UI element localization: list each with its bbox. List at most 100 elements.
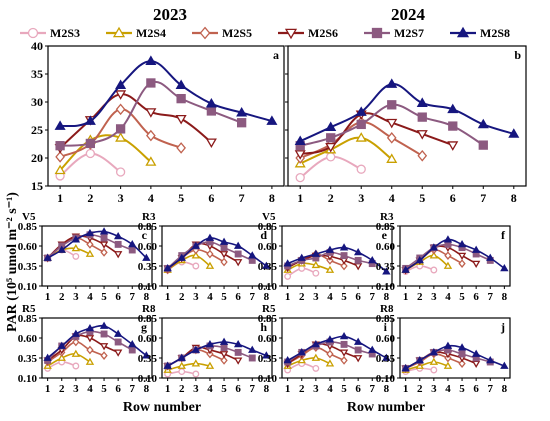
x-tick-label: 1: [403, 291, 409, 303]
data-point: [340, 356, 348, 365]
data-point: [128, 240, 137, 248]
y-tick-label: 40: [31, 39, 43, 53]
data-point: [339, 332, 349, 340]
data-point: [206, 249, 214, 259]
data-point: [354, 346, 362, 354]
data-point: [416, 130, 428, 140]
data-point: [145, 108, 157, 118]
y-tick-label: 0.85: [258, 221, 278, 233]
stage-label: R8: [380, 303, 394, 315]
series-line: [167, 346, 239, 367]
panel-b: 1 2 3 4 5 6 7 8 b: [285, 45, 527, 205]
data-point: [340, 340, 348, 348]
data-point: [325, 121, 337, 132]
data-point: [205, 340, 215, 348]
data-point: [262, 261, 271, 269]
data-point: [54, 120, 66, 130]
x-tick-label: 5: [178, 191, 184, 205]
x-tick-label: 5: [459, 383, 465, 395]
data-point: [429, 243, 439, 251]
data-point: [72, 252, 80, 260]
data-point: [113, 251, 123, 259]
plot-frame: [41, 317, 153, 379]
data-point: [417, 149, 428, 162]
x-tick-label: 7: [250, 383, 256, 395]
x-tick-label: 3: [313, 291, 319, 303]
data-point: [368, 345, 377, 353]
x-tick-label: 7: [370, 291, 376, 303]
x-tick-label: 6: [355, 291, 361, 303]
data-point: [325, 335, 335, 343]
x-tick-label: 7: [250, 291, 256, 303]
data-point: [219, 251, 229, 259]
x-tick-label: 6: [115, 291, 121, 303]
data-point: [85, 335, 95, 343]
data-point: [386, 78, 398, 88]
data-point: [176, 93, 186, 104]
data-point: [297, 348, 306, 356]
y-tick-label: 0.85: [138, 313, 158, 325]
panel-label: e: [382, 228, 388, 242]
x-tick-label: 8: [144, 383, 150, 395]
data-point: [430, 366, 438, 374]
data-point: [163, 264, 172, 272]
panel-label: d: [260, 228, 267, 242]
data-point: [353, 355, 363, 363]
data-point: [387, 100, 397, 110]
data-point: [356, 119, 366, 130]
data-point: [354, 256, 362, 264]
data-point: [297, 253, 306, 261]
data-point: [142, 351, 151, 359]
data-point: [457, 252, 467, 260]
x-tick-label: 2: [87, 191, 93, 205]
data-point: [205, 97, 217, 108]
data-point: [471, 349, 481, 357]
data-point: [177, 361, 186, 369]
legend-entry-m2s5: M2S5: [192, 26, 252, 40]
data-point: [248, 354, 256, 362]
x-tick-label: 4: [87, 383, 93, 395]
data-point: [206, 106, 217, 116]
series-line: [299, 112, 454, 156]
data-point: [471, 245, 481, 253]
x-axis-label-left: Row number: [123, 400, 201, 415]
plot-frame: [161, 225, 273, 287]
data-point: [85, 249, 95, 257]
panel-c: 0.10 0.35 0.60 0.85 1 2 3 4 5 6 7 8 c V5: [18, 211, 153, 303]
x-tick-label: 4: [207, 291, 213, 303]
x-tick-label: 1: [285, 383, 291, 395]
plot-frame: [161, 317, 273, 379]
series-m2s4: [163, 359, 215, 373]
data-point: [248, 251, 257, 259]
data-point: [297, 356, 306, 364]
data-point: [113, 232, 123, 240]
y-tick-label: 30: [31, 95, 43, 109]
x-tick-label: 1: [297, 191, 303, 205]
y-tick-label: 0.35: [18, 261, 38, 273]
data-point: [448, 121, 458, 131]
y-tick-label: 0.10: [18, 281, 38, 293]
x-tick-label: 4: [445, 291, 451, 303]
y-tick-label: 20: [31, 151, 43, 165]
y-tick-label: 0.35: [258, 261, 278, 273]
x-tick-label: 2: [59, 291, 65, 303]
data-point: [128, 246, 136, 254]
data-point: [115, 103, 126, 116]
data-point: [205, 261, 215, 269]
data-point: [386, 118, 398, 129]
data-point: [115, 90, 127, 100]
data-point: [311, 249, 321, 257]
x-tick-label: 8: [384, 291, 390, 303]
data-point: [326, 152, 336, 162]
legend-marker: [27, 27, 39, 39]
data-point: [233, 340, 243, 348]
legend-label: M2S4: [136, 26, 166, 40]
series-m2s8: [283, 332, 391, 364]
data-point: [386, 153, 398, 163]
data-point: [72, 362, 80, 370]
panel-label: g: [141, 320, 147, 334]
plot-frame: [47, 45, 285, 187]
series-m2s4: [283, 353, 335, 369]
y-tick-label: 0.35: [18, 353, 38, 365]
series-line: [287, 262, 331, 271]
